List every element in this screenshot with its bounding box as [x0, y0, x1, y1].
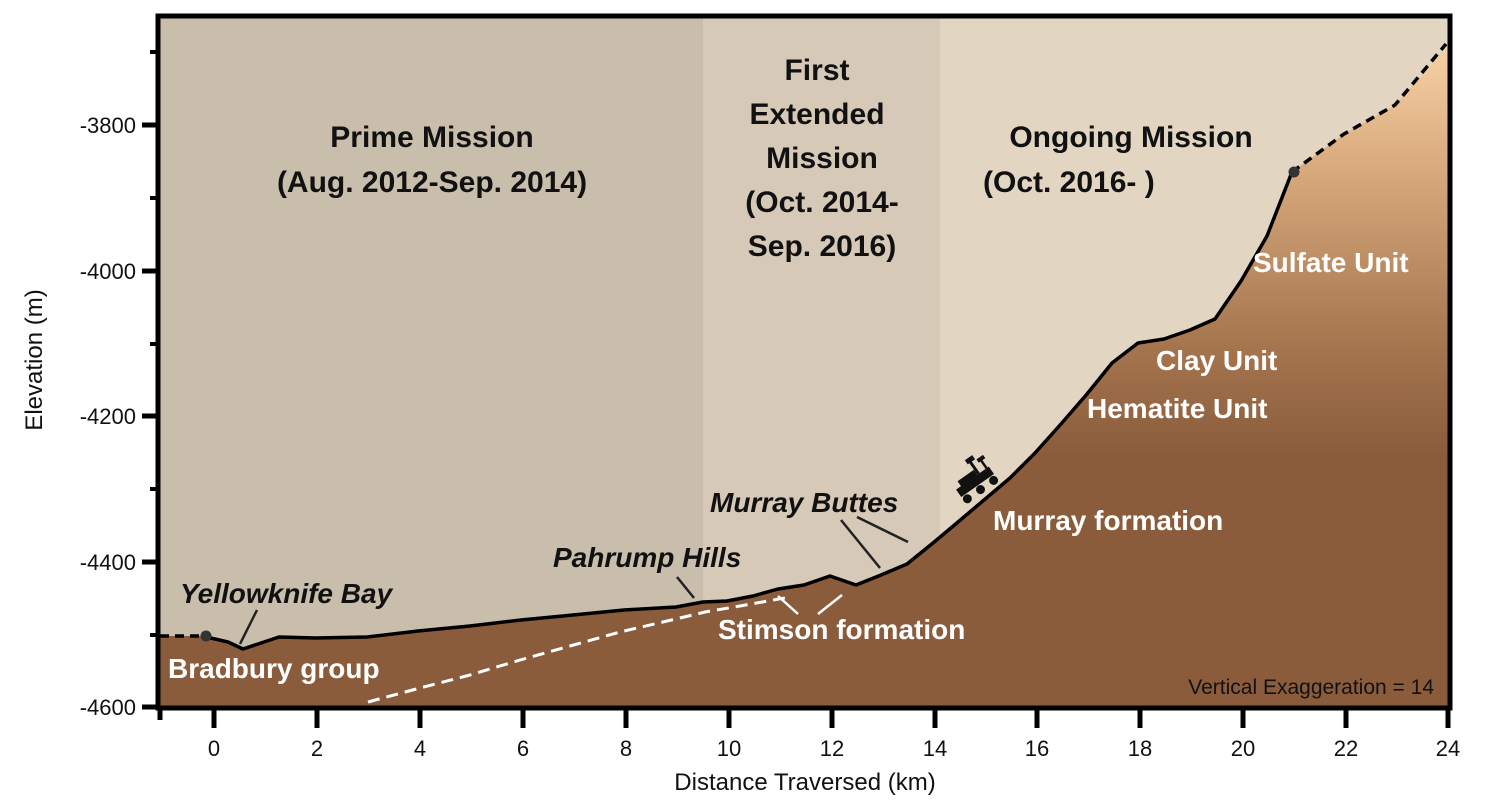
prime-mission-band	[160, 18, 703, 706]
x-tick-label: 8	[620, 736, 632, 761]
x-tick-label: 20	[1231, 736, 1255, 761]
svg-text:Prime Mission: Prime Mission	[330, 121, 533, 154]
y-axis-title: Elevation (m)	[21, 289, 48, 430]
yellowknife-leader	[238, 609, 259, 645]
extended-mission-label: First Extended Mission (Oct. 2014- Sep. …	[745, 54, 898, 263]
site-label-murray-buttes: Murray Buttes	[710, 487, 898, 518]
svg-text:First: First	[784, 54, 849, 87]
terrain-fill	[160, 46, 1448, 706]
unit-label-murray: Murray formation	[993, 505, 1223, 536]
x-tick-label: 0	[208, 736, 220, 761]
x-tick-label: 6	[517, 736, 529, 761]
vertical-exaggeration-note: Vertical Exaggeration = 14	[1188, 676, 1434, 699]
x-tick-label: 10	[717, 736, 741, 761]
landing-site-marker	[200, 630, 212, 642]
svg-text:Ongoing Mission: Ongoing Mission	[1009, 121, 1252, 154]
unit-label-bradbury: Bradbury group	[168, 653, 380, 684]
x-tick-label: 22	[1334, 736, 1358, 761]
x-axis: 0 2 4 6 8 10 12 14 16 18 20 22 24 Distan…	[157, 708, 1460, 796]
svg-text:Mission: Mission	[766, 142, 878, 175]
ongoing-mission-label: Ongoing Mission (Oct. 2016- )	[983, 121, 1253, 199]
site-label-yellowknife-bay: Yellowknife Bay	[180, 578, 394, 609]
elevation-profile-line	[201, 171, 1294, 651]
unit-label-sulfate: Sulfate Unit	[1253, 247, 1409, 278]
x-tick-label: 4	[414, 736, 426, 761]
unit-label-hematite: Hematite Unit	[1087, 393, 1267, 424]
rover-icon	[956, 454, 999, 504]
unit-label-stimson: Stimson formation	[718, 614, 965, 645]
mission-phase-backgrounds	[160, 18, 1448, 706]
svg-text:Sep. 2016): Sep. 2016)	[748, 230, 896, 263]
y-tick-label: -3800	[80, 113, 136, 138]
current-position-marker	[1288, 166, 1300, 178]
y-tick-label: -4000	[80, 259, 136, 284]
y-axis: -3800 -4000 -4200 -4400 -4600 Elevation …	[21, 50, 158, 720]
stimson-leader-3	[817, 594, 843, 615]
planned-route-dashed-line	[1290, 42, 1448, 174]
x-tick-label: 2	[311, 736, 323, 761]
plot-frame	[155, 13, 1453, 711]
svg-text:(Oct. 2014-: (Oct. 2014-	[745, 186, 898, 219]
x-tick-label: 12	[820, 736, 844, 761]
y-tick-label: -4400	[80, 550, 136, 575]
stimson-contact-dashed-line	[367, 595, 791, 704]
x-axis-title: Distance Traversed (km)	[674, 769, 935, 796]
x-tick-label: 18	[1128, 736, 1152, 761]
pahrump-leader	[676, 576, 695, 599]
x-tick-label: 16	[1025, 736, 1049, 761]
murray-buttes-leader-2	[856, 515, 909, 544]
prime-mission-label: Prime Mission (Aug. 2012-Sep. 2014)	[277, 121, 587, 199]
unit-label-clay: Clay Unit	[1156, 345, 1277, 376]
site-label-pahrump-hills: Pahrump Hills	[553, 542, 741, 573]
stimson-leader-2	[777, 595, 799, 615]
y-tick-label: -4200	[80, 404, 136, 429]
svg-text:(Oct. 2016- ): (Oct. 2016- )	[983, 166, 1155, 199]
x-tick-label: 24	[1436, 736, 1460, 761]
murray-buttes-leader-1	[840, 519, 881, 569]
svg-text:(Aug. 2012-Sep. 2014): (Aug. 2012-Sep. 2014)	[277, 166, 587, 199]
y-tick-label: -4600	[80, 695, 136, 720]
x-tick-label: 14	[923, 736, 947, 761]
svg-text:Extended: Extended	[749, 98, 884, 131]
